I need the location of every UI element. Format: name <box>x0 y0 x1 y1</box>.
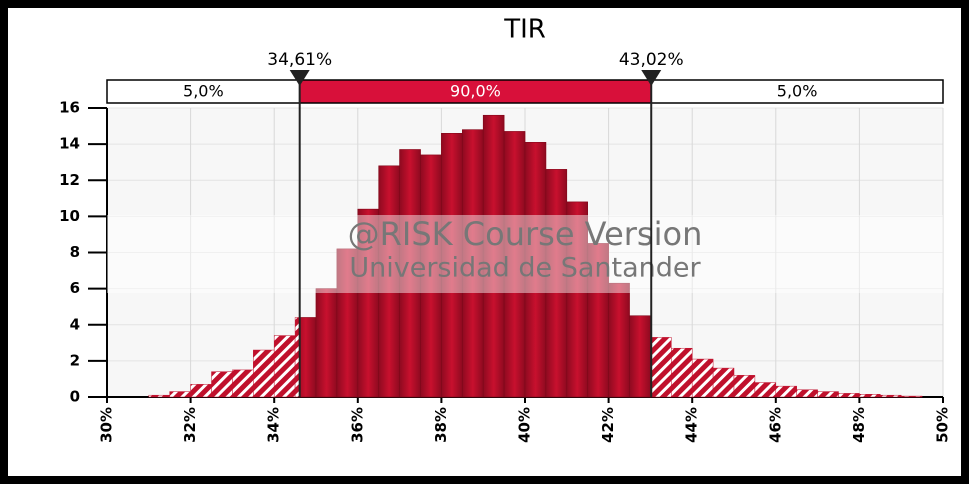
bar <box>608 282 630 398</box>
bar <box>900 395 923 398</box>
bar <box>211 371 233 398</box>
bar <box>691 358 714 398</box>
y-tick-label: 10 <box>59 207 80 225</box>
delimiter-handle <box>641 70 662 86</box>
chart-title: TIR <box>503 15 546 45</box>
x-tick-label: 50% <box>934 407 952 443</box>
region-label: 90,0% <box>450 82 501 101</box>
x-tick-label: 42% <box>599 407 617 443</box>
watermark-band <box>107 215 943 293</box>
delimiter-handle <box>289 70 310 86</box>
y-tick-label: 8 <box>70 243 80 261</box>
region-label: 5,0% <box>777 82 818 101</box>
y-tick-label: 6 <box>70 279 80 297</box>
y-tick-label: 4 <box>70 315 80 333</box>
bar <box>671 347 693 398</box>
bar <box>148 394 170 398</box>
y-tick-label: 2 <box>70 351 80 369</box>
x-tick-label: 46% <box>766 407 784 443</box>
x-tick-label: 36% <box>348 407 366 443</box>
bar <box>733 375 756 398</box>
bar <box>775 385 797 398</box>
y-tick-label: 16 <box>59 99 80 117</box>
x-tick-label: 40% <box>516 407 534 443</box>
delimiter-label: 34,61% <box>267 50 332 70</box>
bar <box>253 349 275 398</box>
y-tick-label: 12 <box>59 171 80 189</box>
bar <box>712 367 735 398</box>
x-tick-label: 48% <box>850 407 868 443</box>
delimiter-label: 43,02% <box>619 50 684 70</box>
y-tick-label: 0 <box>70 388 80 406</box>
bar <box>629 315 651 398</box>
y-tick-label: 14 <box>59 135 80 153</box>
region-label: 5,0% <box>183 82 224 101</box>
bar <box>273 335 296 398</box>
bar <box>315 288 338 398</box>
bar <box>817 391 839 398</box>
x-tick-label: 34% <box>265 407 283 443</box>
x-tick-label: 32% <box>181 407 199 443</box>
x-tick-label: 30% <box>98 407 116 443</box>
x-tick-label: 44% <box>683 407 701 443</box>
bar <box>838 393 860 398</box>
bar <box>650 337 672 398</box>
bar <box>190 384 212 398</box>
bar <box>880 394 902 398</box>
bar <box>754 382 777 398</box>
bar <box>232 369 254 398</box>
bar <box>169 391 191 398</box>
watermark: @RISK Course Version <box>348 215 703 253</box>
bar <box>859 394 881 398</box>
bar <box>796 389 818 398</box>
watermark: Universidad de Santander <box>349 253 701 284</box>
x-tick-label: 38% <box>432 407 450 443</box>
